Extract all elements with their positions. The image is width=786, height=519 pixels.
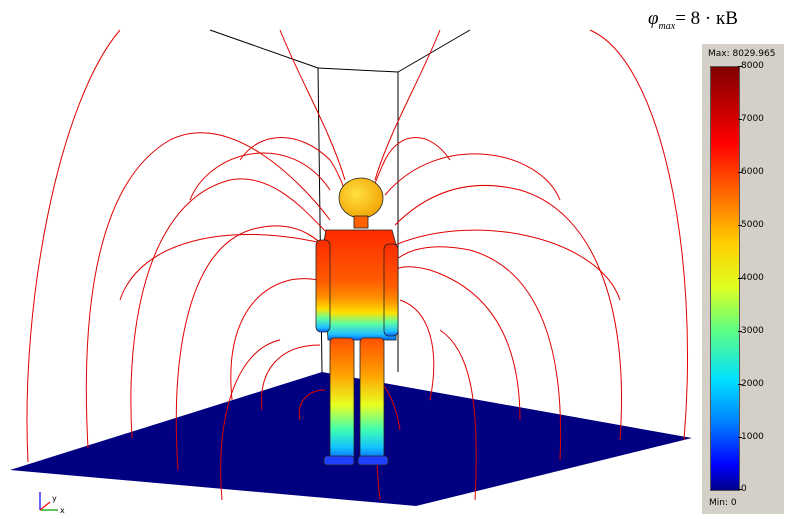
colorbar-tick <box>738 331 742 332</box>
right-foot <box>357 455 389 466</box>
colorbar-tick-label: 8000 <box>741 61 764 71</box>
colorbar-tick <box>738 66 742 67</box>
colorbar-tick <box>738 119 742 120</box>
colorbar-tick-label: 6000 <box>741 167 764 177</box>
formula-value: = 8 · кВ <box>675 8 738 29</box>
colorbar-tick <box>738 384 742 385</box>
left-leg <box>329 337 355 461</box>
colorbar-tick <box>738 437 742 438</box>
right-arm <box>383 243 399 337</box>
left-arm <box>315 239 331 333</box>
colorbar-tick <box>738 225 742 226</box>
axes-triad-icon: y x <box>39 492 65 514</box>
colorbar-tick <box>738 489 742 490</box>
max-potential-formula: φmax= 8 · кВ <box>648 8 738 32</box>
colorbar-tick <box>738 172 742 173</box>
human-model <box>315 177 399 466</box>
axis-x-label: x <box>60 506 65 514</box>
left-foot <box>323 455 355 466</box>
neck <box>353 215 369 229</box>
colorbar-tick-label: 5000 <box>741 220 764 230</box>
colorbar-tick-label: 0 <box>741 484 747 494</box>
colorbar-tick-label: 2000 <box>741 379 764 389</box>
colorbar-tick-label: 3000 <box>741 326 764 336</box>
head <box>338 177 384 219</box>
formula-subscript: max <box>658 20 676 32</box>
axis-y-label: y <box>52 494 57 503</box>
colorbar-tick-label: 4000 <box>741 273 764 283</box>
formula-symbol: φ <box>648 8 659 29</box>
colorbar-tick <box>738 278 742 279</box>
colorbar-gradient <box>710 66 740 491</box>
colorbar-max-label: Max: 8029.965 <box>708 49 776 59</box>
right-leg <box>359 337 385 461</box>
colorbar-tick-label: 1000 <box>741 432 764 442</box>
colorbar-tick-label: 7000 <box>741 114 764 124</box>
colorbar-min-label: Min: 0 <box>709 498 737 508</box>
